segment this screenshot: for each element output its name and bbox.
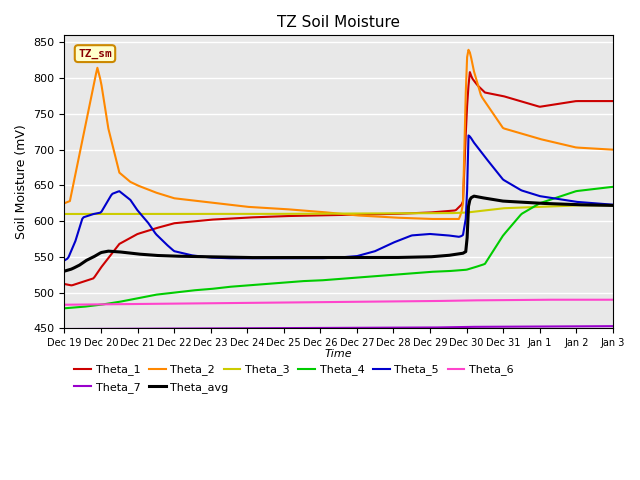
Text: TZ_sm: TZ_sm — [78, 48, 112, 59]
Title: TZ Soil Moisture: TZ Soil Moisture — [277, 15, 400, 30]
Y-axis label: Soil Moisture (mV): Soil Moisture (mV) — [15, 124, 28, 239]
X-axis label: Time: Time — [324, 349, 353, 360]
Legend: Theta_7, Theta_avg: Theta_7, Theta_avg — [70, 378, 233, 397]
